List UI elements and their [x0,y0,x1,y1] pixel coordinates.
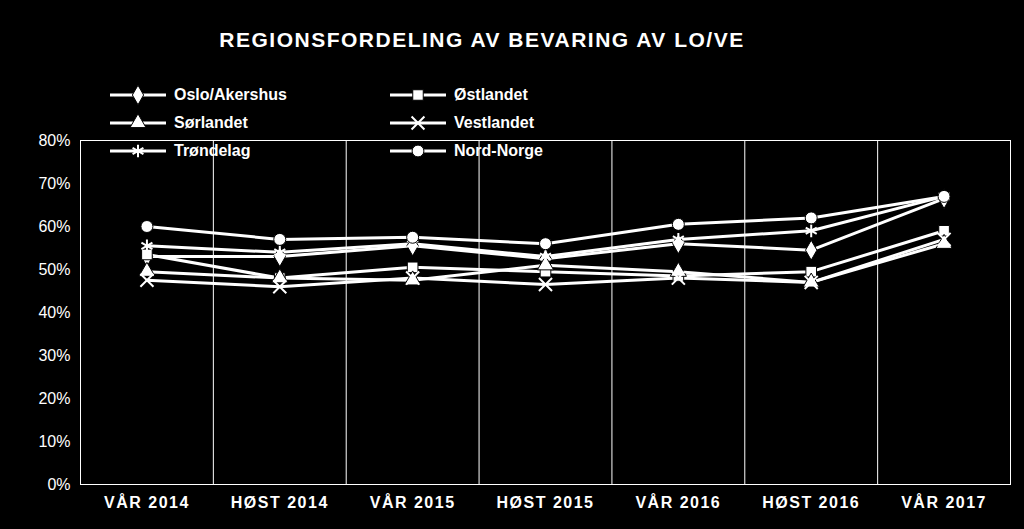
svg-text:VÅR 2016: VÅR 2016 [635,493,721,511]
html-text:Vestlandet: Vestlandet [454,114,534,131]
svg-text:HØST 2016: HØST 2016 [762,494,860,511]
svg-text:10%: 10% [38,433,70,450]
svg-text:VÅR 2015: VÅR 2015 [370,493,456,511]
svg-text:VÅR 2017: VÅR 2017 [901,493,987,511]
svg-text:0%: 0% [47,476,70,493]
svg-text:30%: 30% [38,347,70,364]
svg-text:HØST 2014: HØST 2014 [231,494,329,511]
html-text:Oslo/Akershus: Oslo/Akershus [174,86,287,103]
svg-text:80%: 80% [38,132,70,149]
html-text:Nord-Norge: Nord-Norge [454,142,543,159]
svg-text:40%: 40% [38,304,70,321]
html-text:REGIONSFORDELING AV BEVARING A: REGIONSFORDELING AV BEVARING AV LO/VE [219,28,745,51]
html-text:Sørlandet: Sørlandet [174,114,248,131]
svg-text:HØST 2015: HØST 2015 [497,494,595,511]
svg-text:60%: 60% [38,218,70,235]
svg-text:70%: 70% [38,175,70,192]
svg-text:20%: 20% [38,390,70,407]
svg-text:50%: 50% [38,261,70,278]
html-text:Trøndelag: Trøndelag [174,142,251,159]
html-text:Østlandet: Østlandet [454,86,528,103]
svg-text:VÅR 2014: VÅR 2014 [104,493,190,511]
